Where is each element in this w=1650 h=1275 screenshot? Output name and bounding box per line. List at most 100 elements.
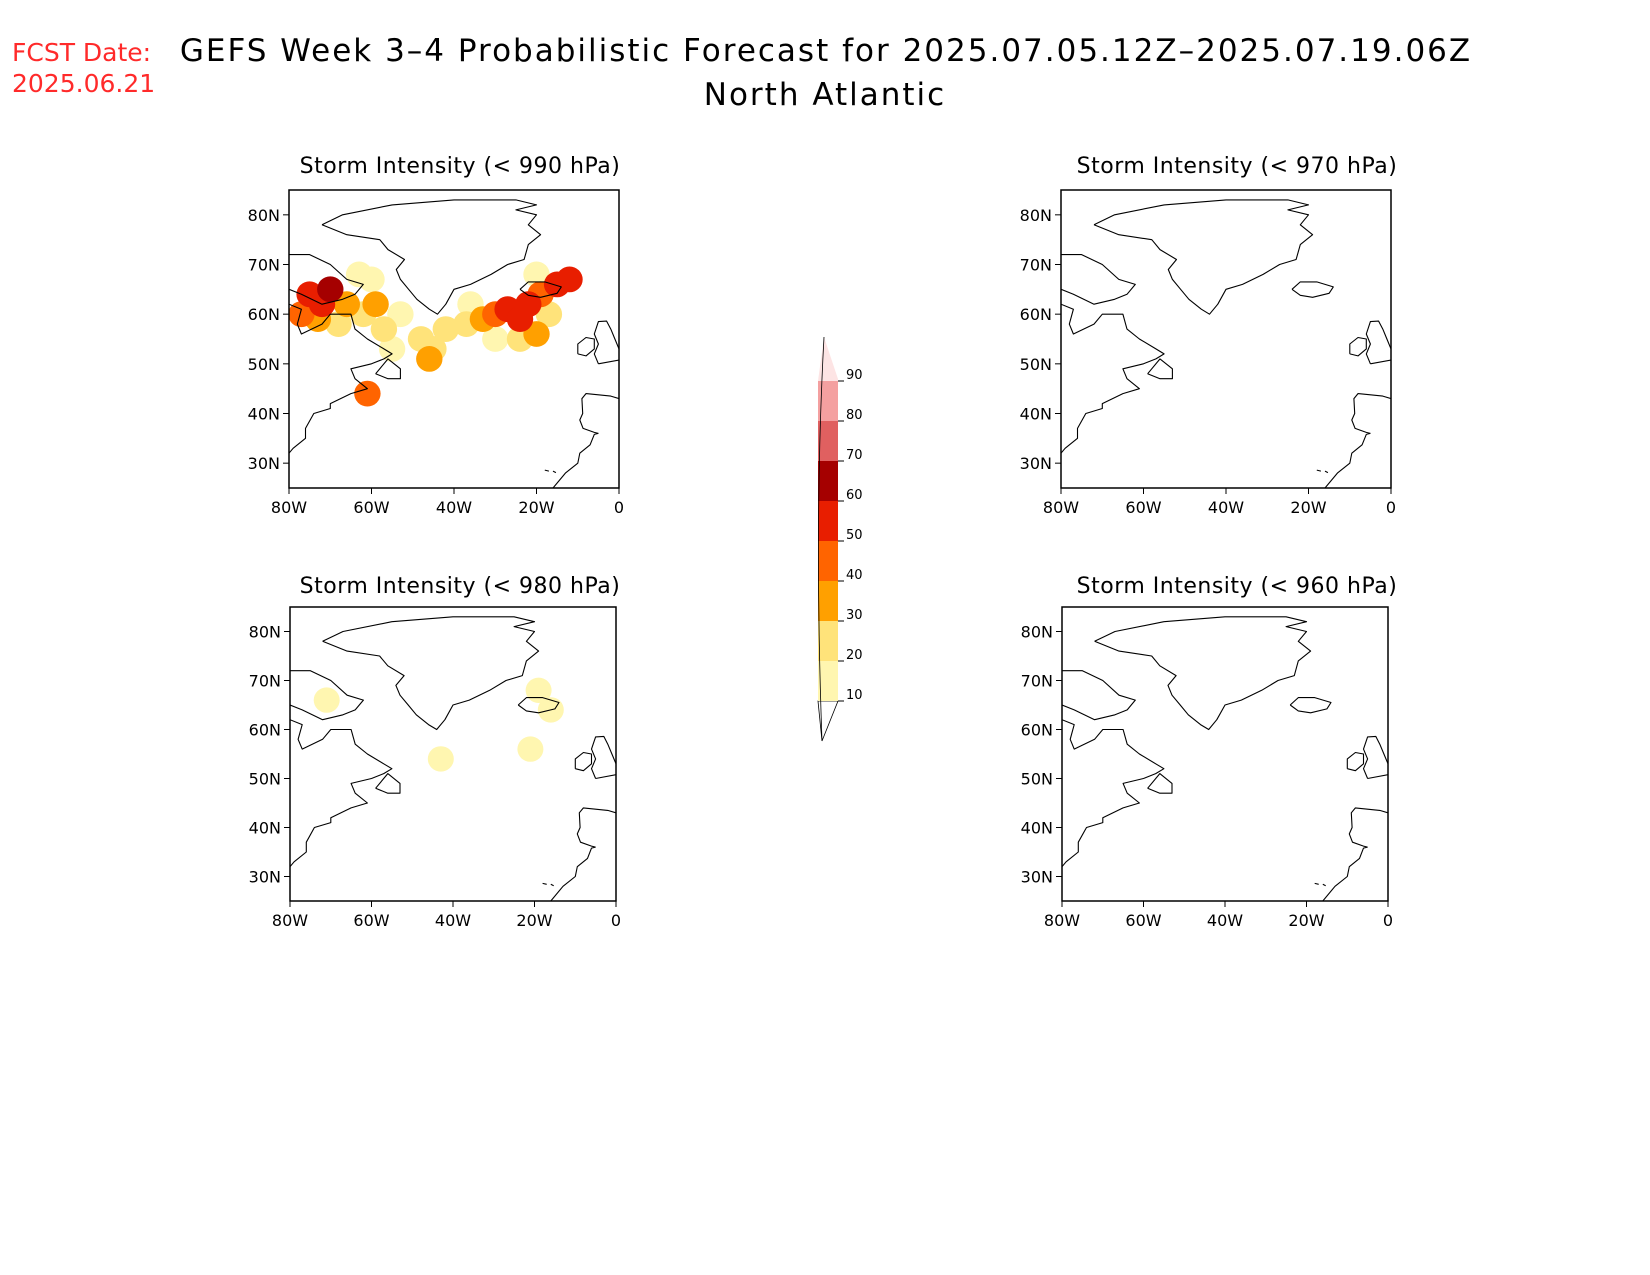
coastline-canaries2 <box>550 883 554 887</box>
coastline-baffin <box>1061 254 1136 305</box>
colorbar-label: 50 <box>846 528 863 543</box>
coastline-greenland <box>1093 199 1314 315</box>
coastline-canaries <box>1316 469 1322 472</box>
lat-tick-label: 50N <box>249 770 281 789</box>
lon-tick-label: 60W <box>353 498 389 517</box>
colorbar: 10 20 30 40 50 60 70 80 90 <box>817 336 863 742</box>
lon-tick-label: 20W <box>1288 911 1324 930</box>
fcst-label: FCST Date: <box>12 38 151 67</box>
coastline-iberia <box>1348 807 1388 848</box>
lat-tick-label: 50N <box>1020 355 1052 374</box>
colorbar-swatch <box>818 337 838 381</box>
map-frame <box>289 606 617 902</box>
panel-title-980: Storm Intensity (< 980 hPa) <box>300 574 621 599</box>
lon-tick-label: 0 <box>611 911 621 930</box>
coastline-africa <box>552 432 599 488</box>
probability-cell <box>362 291 389 318</box>
coastline-britain <box>593 320 619 365</box>
coastline-ireland <box>1346 751 1365 772</box>
map-panel-960: 80W 60W 40W 20W 0 30N 40N 50N 60N 70N 80N <box>1021 606 1393 930</box>
coastline-iceland <box>517 697 560 714</box>
coastline-britain <box>1362 735 1388 780</box>
lat-tick-label: 30N <box>249 868 281 887</box>
coastline-baffin <box>290 670 364 721</box>
lon-tick-label: 80W <box>1043 498 1079 517</box>
lat-tick-label: 40N <box>249 819 281 838</box>
lon-tick-label: 40W <box>1208 498 1244 517</box>
colorbar-label: 60 <box>846 488 863 503</box>
lat-tick-label: 70N <box>249 672 281 691</box>
lat-tick-label: 50N <box>1021 770 1053 789</box>
lon-tick-label: 80W <box>1044 911 1080 930</box>
lat-tick-label: 80N <box>1021 623 1053 642</box>
colorbar-label: 10 <box>846 688 863 703</box>
lat-tick-label: 80N <box>248 206 280 225</box>
lon-tick-label: 0 <box>1386 498 1396 517</box>
coastline-baffin <box>289 254 364 305</box>
colorbar-label: 80 <box>846 408 863 423</box>
panel-title-970: Storm Intensity (< 970 hPa) <box>1077 154 1398 179</box>
coastline-newfoundland <box>375 773 401 794</box>
lat-tick-label: 60N <box>249 721 281 740</box>
coastline-canaries <box>1314 882 1319 885</box>
colorbar-label: 20 <box>846 648 863 663</box>
coastline-labrador <box>290 719 393 868</box>
colorbar-swatch <box>818 501 838 541</box>
map-frame <box>1061 606 1389 902</box>
probability-cell <box>378 336 406 362</box>
coastline-iceland <box>1291 281 1334 298</box>
panel-title-960: Storm Intensity (< 960 hPa) <box>1077 574 1398 599</box>
coastline-iberia <box>576 807 616 848</box>
coastline-newfoundland <box>375 358 401 380</box>
lat-tick-label: 60N <box>1020 305 1052 324</box>
coastline-africa <box>550 846 596 901</box>
lon-tick-label: 20W <box>516 911 552 930</box>
coastline-canaries2 <box>1324 470 1329 474</box>
colorbar-swatch <box>818 381 838 421</box>
coastline-britain <box>590 735 616 780</box>
coastline-newfoundland <box>1147 773 1173 794</box>
lat-tick-label: 70N <box>1020 256 1052 275</box>
map-frame <box>1060 189 1392 489</box>
lat-tick-label: 80N <box>249 623 281 642</box>
coastline-greenland <box>321 199 542 315</box>
probability-cell <box>523 261 550 288</box>
probability-cell <box>296 281 323 308</box>
colorbar-swatch <box>818 461 838 501</box>
lon-tick-label: 80W <box>271 498 307 517</box>
probability-cell <box>289 301 315 328</box>
probability-cell <box>535 301 563 328</box>
lat-tick-label: 40N <box>248 405 280 424</box>
coastline-greenland <box>1094 616 1312 731</box>
lon-tick-label: 60W <box>1125 911 1161 930</box>
coastline-greenland <box>322 616 540 731</box>
lon-tick-label: 80W <box>272 911 308 930</box>
lat-tick-label: 40N <box>1020 405 1052 424</box>
coastline-labrador <box>289 303 393 454</box>
coastline-ireland <box>1349 336 1367 357</box>
lon-tick-label: 40W <box>435 911 471 930</box>
coastline-iberia <box>579 393 619 434</box>
lon-tick-label: 20W <box>518 498 554 517</box>
coastline-iberia <box>1351 393 1391 434</box>
coastline-labrador <box>1061 303 1165 454</box>
lat-tick-label: 70N <box>1021 672 1053 691</box>
coastline-canaries2 <box>1322 883 1326 887</box>
fcst-date: 2025.06.21 <box>12 69 155 98</box>
colorbar-edge <box>818 336 825 742</box>
lon-tick-label: 40W <box>1207 911 1243 930</box>
probability-cell <box>517 736 544 762</box>
coastline-iceland <box>1289 697 1332 714</box>
colorbar-swatch <box>818 541 838 581</box>
coastline-africa <box>1322 846 1368 901</box>
probability-cell <box>432 316 459 342</box>
colorbar-swatch <box>818 661 838 701</box>
coastline-baffin <box>1062 670 1136 721</box>
lat-tick-label: 50N <box>248 355 280 374</box>
coastline-africa <box>1324 432 1371 488</box>
coastline-iceland <box>519 281 562 298</box>
probability-cell <box>354 380 381 407</box>
map-panel-970: 80W 60W 40W 20W 0 30N 40N 50N 60N 70N 80N <box>1020 189 1396 517</box>
colorbar-swatch <box>818 421 838 461</box>
